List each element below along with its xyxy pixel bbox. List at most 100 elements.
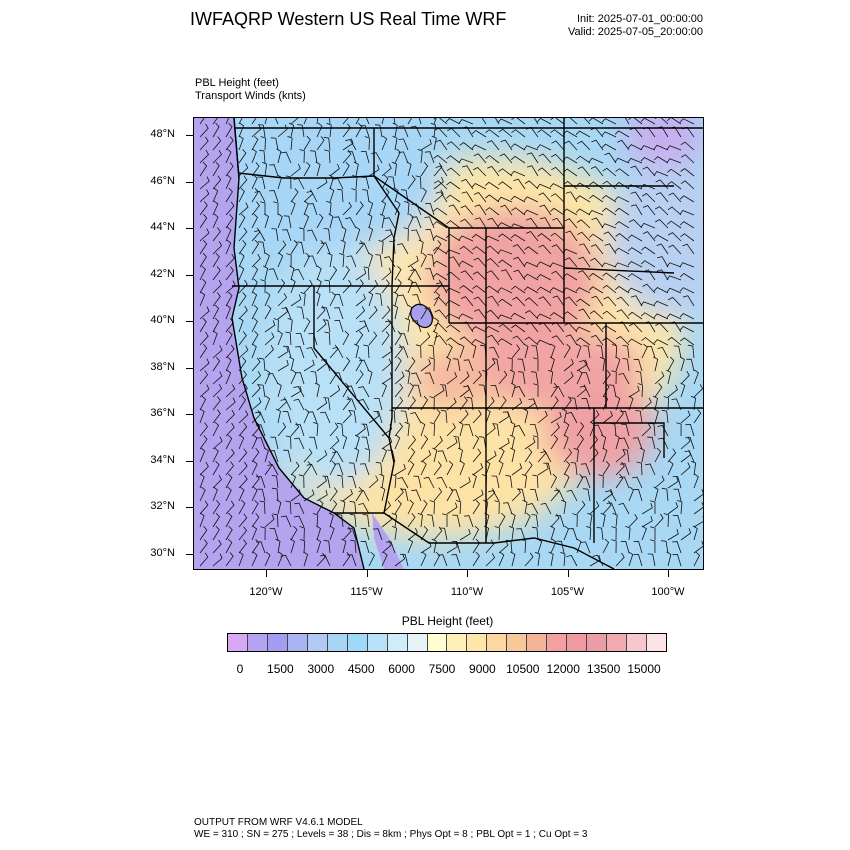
wind-barb	[529, 424, 539, 437]
wind-barb	[497, 222, 513, 229]
wind-barb	[531, 526, 539, 541]
wind-barb	[316, 278, 322, 294]
wind-barb	[433, 207, 448, 216]
wind-barb	[355, 226, 361, 242]
wind-barb	[510, 170, 526, 177]
wind-barb	[549, 262, 565, 268]
wind-barb	[461, 165, 474, 177]
wind-barb	[666, 313, 682, 320]
wind-barb	[667, 181, 682, 190]
wind-barb	[384, 217, 396, 229]
wind-barb	[440, 384, 448, 398]
wind-barb	[538, 244, 552, 255]
wind-barb	[601, 434, 607, 450]
wind-barb	[643, 269, 656, 281]
wind-barb	[212, 553, 223, 567]
wa-or-border	[237, 172, 375, 179]
wind-barb	[251, 448, 260, 463]
coastline	[231, 118, 365, 569]
wind-barb	[306, 190, 318, 203]
wind-barb	[342, 330, 350, 346]
colorbar-label: 10500	[506, 662, 540, 676]
wind-barb	[425, 203, 435, 216]
wind-barb	[303, 489, 315, 502]
wind-barb	[368, 291, 374, 307]
wind-barb	[285, 331, 292, 346]
wind-barb	[355, 423, 366, 437]
wind-barb	[446, 502, 458, 515]
wind-barb	[432, 246, 448, 255]
wind-barb	[315, 161, 321, 177]
colorbar-cell	[387, 634, 408, 651]
wind-barb	[432, 447, 438, 463]
wind-barb	[461, 178, 474, 190]
wind-barb	[430, 122, 436, 138]
wind-barb	[563, 434, 569, 450]
wind-barb	[433, 162, 443, 177]
wind-barb	[679, 221, 695, 229]
wind-barb	[551, 335, 565, 346]
wind-barb	[433, 118, 437, 125]
lat-tick	[186, 414, 193, 415]
wind-barb	[199, 552, 209, 567]
wind-barb	[199, 486, 206, 502]
wind-barb	[654, 447, 662, 463]
wind-barb	[500, 269, 513, 281]
wind-barb	[199, 422, 209, 437]
wind-barb	[251, 357, 261, 372]
wind-barb	[627, 287, 643, 294]
wind-barb	[601, 131, 617, 138]
wind-barb	[611, 370, 617, 385]
wind-barb	[225, 304, 231, 320]
wind-barb	[614, 221, 630, 229]
wind-barb	[464, 424, 474, 437]
wind-barb	[509, 369, 515, 385]
wind-barb	[589, 435, 599, 450]
wind-barb	[199, 201, 208, 216]
wind-barb	[306, 347, 318, 359]
wind-barb	[563, 371, 574, 385]
wind-barb	[275, 538, 281, 554]
wind-barb	[251, 539, 260, 554]
wind-barb	[522, 499, 528, 515]
wind-barb	[524, 552, 534, 567]
wind-barb	[680, 382, 686, 398]
wind-barb	[251, 278, 258, 294]
wind-barb	[363, 344, 370, 359]
wind-barb	[532, 435, 539, 450]
wind-barb	[497, 118, 513, 125]
wind-barb	[536, 274, 552, 281]
wind-barb	[289, 356, 295, 372]
wind-barb	[578, 256, 591, 268]
colorbar-cell	[507, 634, 528, 651]
wind-barb	[360, 527, 370, 541]
wind-barb	[536, 118, 552, 125]
wind-barb	[679, 356, 685, 372]
wind-barb	[433, 461, 442, 476]
wind-barb	[225, 434, 233, 450]
wind-barb	[666, 118, 682, 125]
wind-barb	[271, 228, 279, 242]
wind-barb	[682, 243, 695, 255]
wind-barb	[552, 295, 565, 307]
wind-barb	[486, 258, 500, 268]
wind-barb	[264, 332, 275, 346]
wind-barb	[472, 285, 487, 294]
wind-barb	[536, 286, 552, 294]
wind-barb	[264, 252, 270, 268]
init-time: Init: 2025-07-01_00:00:00	[577, 13, 703, 25]
lat-tick	[186, 135, 193, 136]
wind-barb	[368, 226, 374, 242]
wind-barb	[641, 515, 653, 528]
wind-barb	[271, 487, 279, 502]
wind-barb	[433, 408, 441, 424]
wind-barb	[677, 500, 683, 515]
wind-barb	[251, 253, 261, 268]
wind-barb	[627, 273, 643, 281]
wind-barb	[540, 502, 552, 515]
wind-barb	[287, 135, 293, 151]
lon-tick	[668, 570, 669, 577]
wind-barb	[225, 136, 234, 151]
wind-barb	[199, 512, 205, 528]
ca-nv-border	[313, 286, 395, 464]
